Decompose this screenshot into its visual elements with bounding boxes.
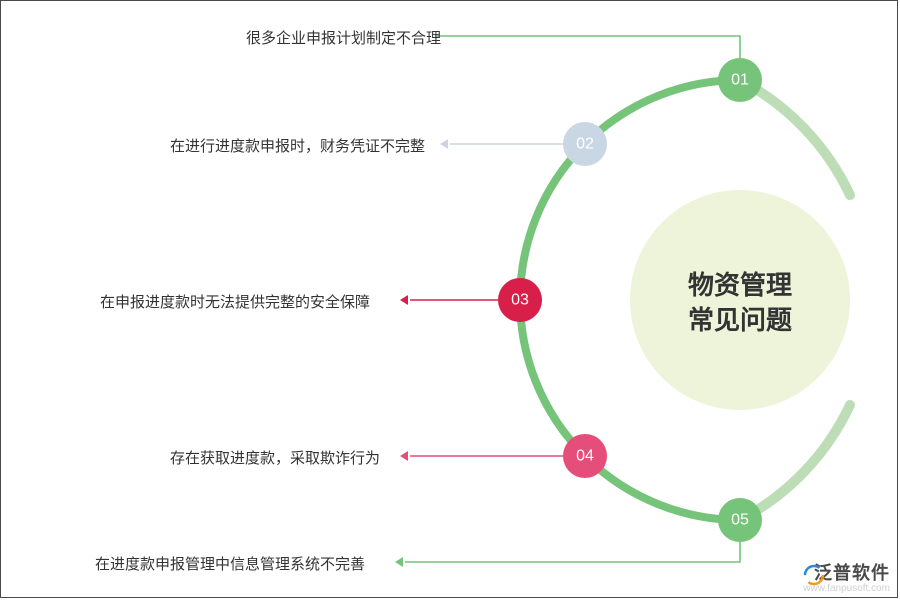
- item-label-05: 在进度款申报管理中信息管理系统不完善: [95, 553, 365, 574]
- watermark-logo-icon: [803, 564, 825, 586]
- arrow-head: [440, 139, 448, 149]
- connector-01: [435, 36, 740, 58]
- item-label-01: 很多企业申报计划制定不合理: [246, 27, 441, 48]
- watermark-top: 泛普软件: [814, 564, 890, 582]
- swoop-bottom: [740, 405, 850, 520]
- connector-05: [405, 542, 740, 562]
- item-label-02: 在进行进度款申报时，财务凭证不完整: [170, 135, 425, 156]
- arrow-head: [400, 451, 408, 461]
- arrow-head: [395, 557, 403, 567]
- node-num-04: 04: [576, 448, 594, 465]
- node-num-01: 01: [731, 72, 749, 89]
- watermark-name: 泛普软件: [814, 564, 890, 582]
- item-label-04: 存在获取进度款，采取欺诈行为: [170, 447, 380, 468]
- arrow-head: [400, 295, 408, 305]
- node-num-03: 03: [511, 292, 529, 309]
- watermark: 泛普软件 www.fanpusoft.com: [803, 564, 890, 594]
- swoop-top: [740, 80, 850, 195]
- item-label-03: 在申报进度款时无法提供完整的安全保障: [100, 291, 370, 312]
- node-num-02: 02: [576, 136, 594, 153]
- center-title-line1: 物资管理: [688, 270, 792, 300]
- center-title-line2: 常见问题: [688, 305, 792, 335]
- node-num-05: 05: [731, 512, 749, 529]
- center-title: 物资管理 常见问题: [645, 268, 835, 338]
